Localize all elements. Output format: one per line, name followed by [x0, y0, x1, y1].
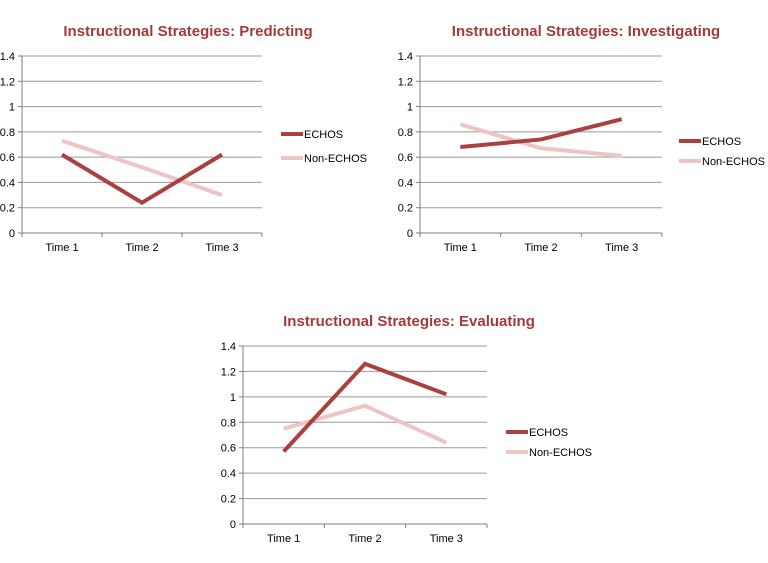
x-tick-label: Time 3: [205, 242, 238, 254]
x-tick-label: Time 2: [125, 242, 158, 254]
y-tick-label: 0.6: [221, 443, 236, 455]
series-line-non-echos: [459, 122, 622, 158]
y-tick-label: 0.4: [398, 177, 413, 189]
legend-label: ECHOS: [702, 136, 741, 148]
x-tick-label: Time 2: [524, 242, 557, 254]
x-tick-label: Time 1: [444, 242, 477, 254]
y-tick-label: 1.4: [0, 51, 15, 63]
legend-label: ECHOS: [304, 129, 343, 141]
y-tick-label: 0: [230, 519, 236, 531]
y-tick-label: 1.4: [398, 51, 413, 63]
legend-label: Non-ECHOS: [529, 447, 592, 459]
y-tick-label: 0: [407, 228, 413, 240]
x-tick-label: Time 1: [45, 242, 78, 254]
y-tick-label: 1: [407, 102, 413, 114]
y-tick-label: 0.6: [398, 152, 413, 164]
y-tick-label: 0.4: [0, 177, 15, 189]
series-line-echos: [282, 361, 448, 453]
chart-investigating: Instructional Strategies: Investigating 0…: [398, 23, 765, 254]
y-tick-label: 1.2: [0, 76, 15, 88]
y-tick-label: 1: [9, 102, 15, 114]
x-tick-label: Time 2: [348, 533, 381, 545]
y-tick-label: 1: [230, 392, 236, 404]
chart-title: Instructional Strategies: Predicting: [63, 23, 312, 40]
x-tick-label: Time 1: [267, 533, 300, 545]
series-line-echos: [60, 152, 224, 205]
series-line-non-echos: [61, 138, 223, 197]
legend-label: ECHOS: [529, 427, 568, 439]
y-tick-label: 0.6: [0, 152, 15, 164]
x-tick-label: Time 3: [605, 242, 638, 254]
y-tick-label: 0.8: [398, 127, 413, 139]
legend-label: Non-ECHOS: [702, 156, 765, 168]
y-tick-label: 1.2: [221, 366, 236, 378]
legend-label: Non-ECHOS: [304, 153, 367, 165]
chart-predicting: Instructional Strategies: Predicting 0 0.2…: [0, 23, 367, 254]
y-tick-label: 0.2: [221, 494, 236, 506]
chart-title: Instructional Strategies: Evaluating: [283, 313, 535, 330]
y-tick-label: 0.2: [398, 203, 413, 215]
y-tick-label: 1.2: [398, 76, 413, 88]
y-tick-label: 0.4: [221, 468, 236, 480]
chart-title: Instructional Strategies: Investigating: [452, 23, 720, 40]
series-line-echos: [460, 117, 623, 150]
y-tick-label: 0.8: [0, 127, 15, 139]
y-tick-label: 0.8: [221, 417, 236, 429]
y-tick-label: 0: [9, 228, 15, 240]
y-tick-label: 1.4: [221, 341, 236, 353]
x-tick-label: Time 3: [430, 533, 463, 545]
chart-evaluating: Instructional Strategies: Evaluating 0 0.2…: [221, 313, 592, 545]
y-tick-label: 0.2: [0, 203, 15, 215]
